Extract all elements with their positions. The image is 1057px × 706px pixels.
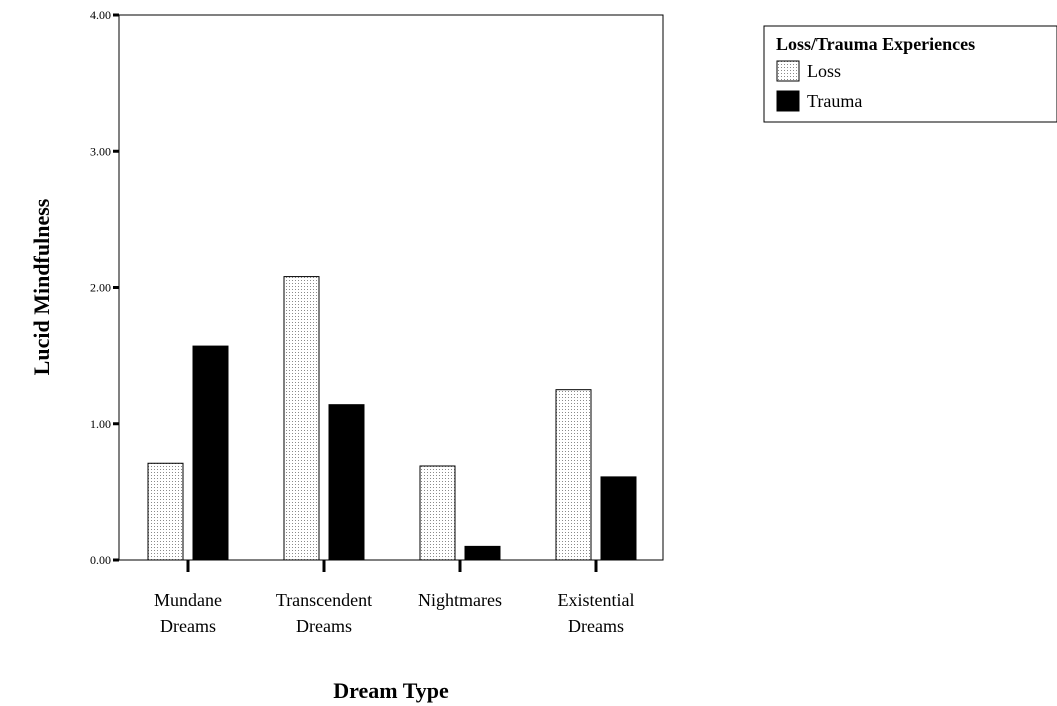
y-tick-label: 1.00 bbox=[90, 417, 111, 431]
legend-title: Loss/Trauma Experiences bbox=[776, 34, 975, 54]
y-axis: 0.00 1.00 2.00 3.00 4.00 bbox=[90, 8, 119, 567]
bar-trauma bbox=[192, 345, 229, 561]
y-tick-label: 0.00 bbox=[90, 553, 111, 567]
y-tick-label: 4.00 bbox=[90, 8, 111, 22]
y-axis-title: Lucid Mindfulness bbox=[29, 198, 54, 375]
bar-loss bbox=[555, 389, 592, 561]
legend-label-trauma: Trauma bbox=[807, 91, 862, 111]
y-tick-label: 2.00 bbox=[90, 281, 111, 295]
bar-loss bbox=[283, 276, 320, 561]
bar-trauma bbox=[464, 545, 501, 561]
x-category-label: Mundane bbox=[154, 590, 222, 610]
legend-label-loss: Loss bbox=[807, 61, 841, 81]
x-category-label: Dreams bbox=[568, 616, 624, 636]
bar-trauma bbox=[600, 476, 637, 561]
x-category-label: Dreams bbox=[296, 616, 352, 636]
bar-loss bbox=[419, 465, 456, 561]
y-tick-label: 3.00 bbox=[90, 144, 111, 158]
bars bbox=[147, 276, 637, 561]
legend-swatch-trauma bbox=[776, 90, 800, 112]
x-category-label: Dreams bbox=[160, 616, 216, 636]
legend: Loss/Trauma Experiences Loss Trauma bbox=[763, 25, 1057, 123]
legend-swatch-loss bbox=[776, 60, 800, 82]
bar-loss bbox=[147, 462, 184, 561]
x-axis-title: Dream Type bbox=[333, 678, 449, 703]
x-category-label: Existential bbox=[558, 590, 635, 610]
x-category-label: Nightmares bbox=[418, 590, 502, 610]
x-category-label: Transcendent bbox=[276, 590, 372, 610]
legend-box bbox=[763, 25, 1057, 123]
x-axis: Mundane Dreams Transcendent Dreams Nightmare… bbox=[154, 560, 634, 636]
bar-trauma bbox=[328, 404, 365, 561]
